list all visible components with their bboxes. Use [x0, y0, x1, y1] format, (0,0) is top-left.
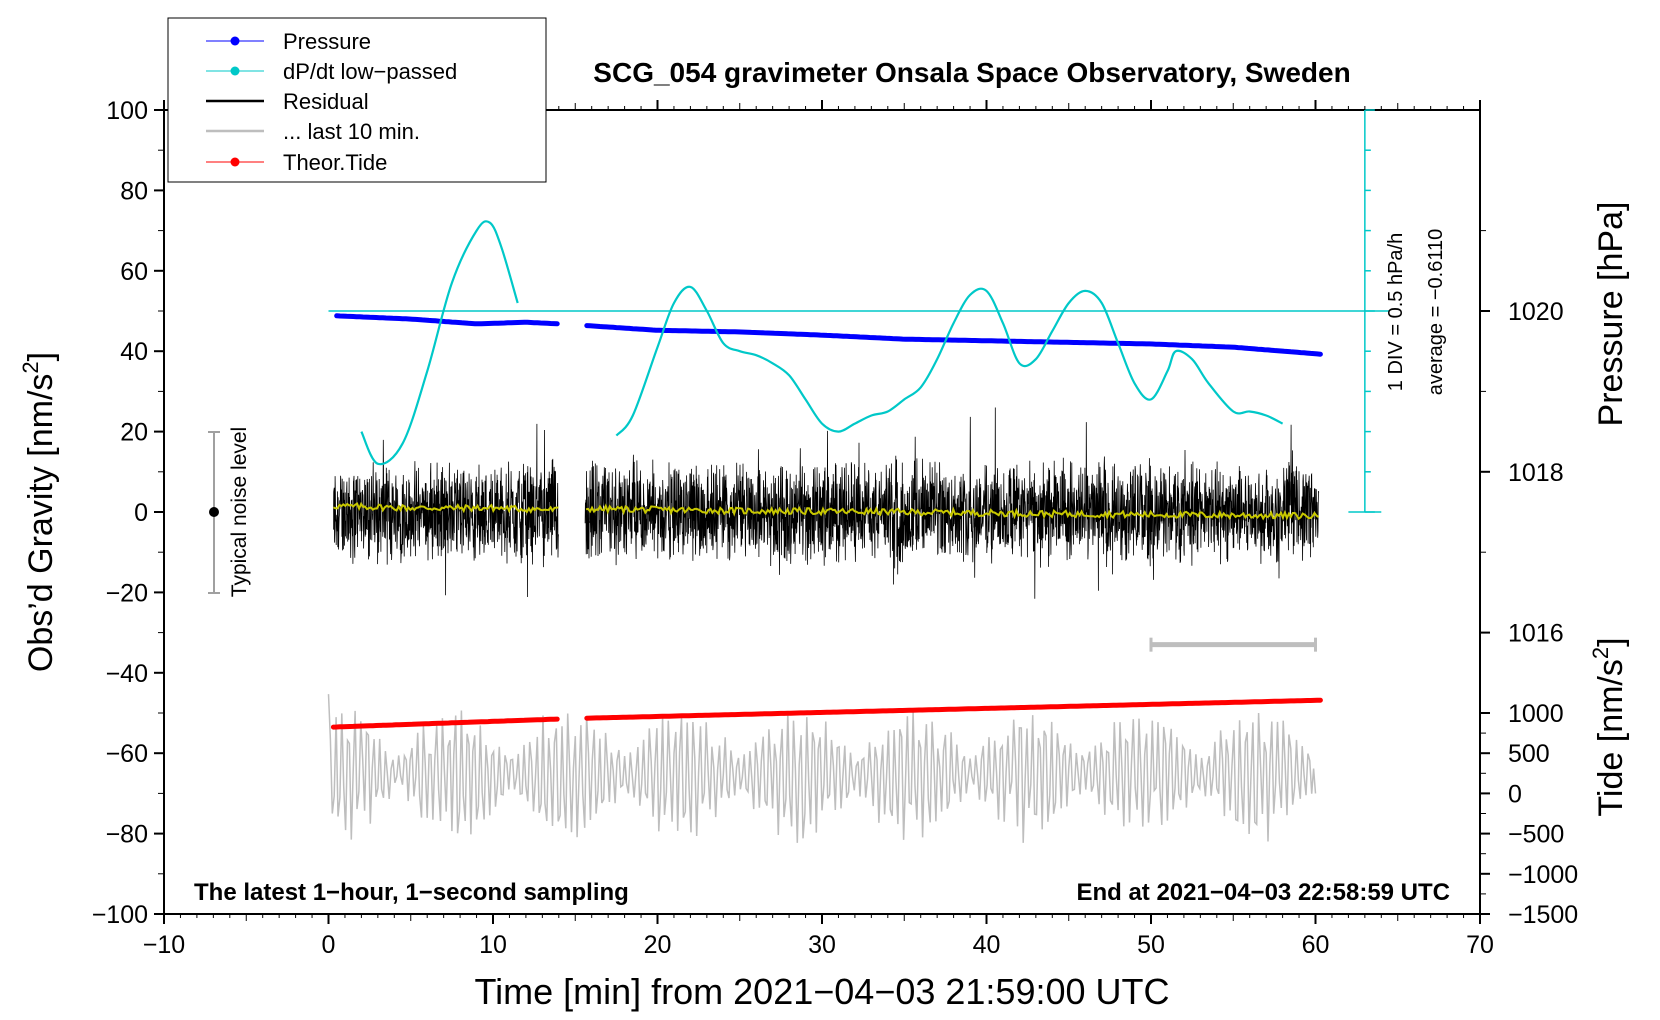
residual-smoothed-line	[332, 501, 1320, 521]
y-axis-label-gravity-main: Obs’d Gravity [nm/s	[22, 374, 60, 673]
legend-label-tide: Theor.Tide	[283, 150, 387, 175]
tide-line	[330, 697, 1323, 730]
y-tick-label: −100	[92, 901, 148, 929]
legend-label-last10: ... last 10 min.	[283, 119, 420, 144]
y-tick-label: 40	[120, 338, 148, 366]
residual-line	[333, 407, 1320, 599]
chart-title: SCG_054 gravimeter Onsala Space Observat…	[593, 57, 1350, 88]
dpdt-average-label: average = −0.6110	[1425, 229, 1447, 395]
dpdt-scale-label: 1 DIV = 0.5 hPa/h	[1385, 233, 1407, 391]
x-tick-label: 50	[1137, 931, 1165, 959]
tide-tick-label: 500	[1508, 740, 1550, 768]
legend-item-last10: ... last 10 min.	[206, 119, 420, 144]
tide-tick-label: −1000	[1508, 861, 1578, 889]
legend: Pressure dP/dt low−passed Residual ... l…	[167, 17, 547, 183]
y-axis-label-pressure: Pressure [hPa]	[1592, 202, 1630, 427]
annotation-end-time: End at 2021−04−03 22:58:59 UTC	[1076, 879, 1450, 906]
legend-label-pressure: Pressure	[283, 29, 371, 54]
noise-level-indicator: Typical noise level	[208, 427, 251, 597]
x-tick-label: 30	[808, 931, 836, 959]
dpdt-line-segment-2	[615, 285, 1284, 437]
pressure-tick-label: 1018	[1508, 459, 1564, 487]
x-tick-label: 40	[973, 931, 1001, 959]
tide-tick-label: 1000	[1508, 700, 1564, 728]
legend-item-pressure: Pressure	[206, 29, 371, 54]
legend-marker-tide	[230, 157, 240, 167]
legend-item-dpdt: dP/dt low−passed	[206, 59, 457, 84]
legend-item-tide: Theor.Tide	[206, 150, 387, 175]
x-tick-label: 70	[1466, 931, 1494, 959]
y-tick-label: 100	[106, 97, 148, 125]
tide-tick-label: −1500	[1508, 901, 1578, 929]
y-axis-label-tide: Tide [nm/s2]	[1588, 637, 1630, 816]
x-tick-label: 20	[644, 931, 672, 959]
y-tick-label: −60	[106, 740, 148, 768]
x-tick-label: 60	[1302, 931, 1330, 959]
y-tick-label: −20	[106, 579, 148, 607]
x-axis-label: Time [min] from 2021−04−03 21:59:00 UTC	[474, 971, 1169, 1012]
tide-tick-label: 0	[1508, 780, 1522, 808]
y-tick-label: 0	[134, 499, 148, 527]
pressure-tick-label: 1020	[1508, 298, 1564, 326]
noise-dot	[209, 507, 219, 517]
y-axis-label-tide-sup: 2	[1588, 647, 1613, 659]
y-axis-label-gravity-end: ]	[22, 352, 60, 361]
y-axis-label-gravity: Obs’d Gravity [nm/s2]	[18, 352, 60, 672]
legend-marker-pressure	[230, 36, 240, 46]
y-axis-label-gravity-sup: 2	[18, 361, 43, 373]
y-tick-label: 20	[120, 419, 148, 447]
y-axis-label-tide-end: ]	[1592, 637, 1630, 646]
last10-line	[327, 694, 1317, 843]
x-tick-label: 0	[322, 931, 336, 959]
pressure-tick-label: 1016	[1508, 620, 1564, 648]
y-tick-label: −40	[106, 660, 148, 688]
dpdt-line-segment-1	[360, 220, 519, 466]
x-tick-label: 10	[479, 931, 507, 959]
y-axis-label-tide-main: Tide [nm/s	[1592, 659, 1630, 816]
legend-item-residual: Residual	[206, 89, 369, 114]
legend-label-residual: Residual	[283, 89, 369, 114]
y-tick-label: 80	[120, 177, 148, 205]
y-tick-label: 60	[120, 258, 148, 286]
axes-group: −10 0 10 20 30 40 50 60 70−100−80−60−40−20020406…	[92, 97, 1579, 959]
legend-marker-dpdt	[230, 66, 240, 76]
x-tick-label: −10	[143, 931, 185, 959]
legend-label-dpdt: dP/dt low−passed	[283, 59, 457, 84]
y-tick-label: −80	[106, 821, 148, 849]
tide-tick-label: −500	[1508, 821, 1564, 849]
annotation-sampling: The latest 1−hour, 1−second sampling	[194, 879, 629, 906]
noise-label: Typical noise level	[228, 427, 251, 597]
series-group	[327, 109, 1390, 843]
pressure-line	[334, 313, 1323, 357]
